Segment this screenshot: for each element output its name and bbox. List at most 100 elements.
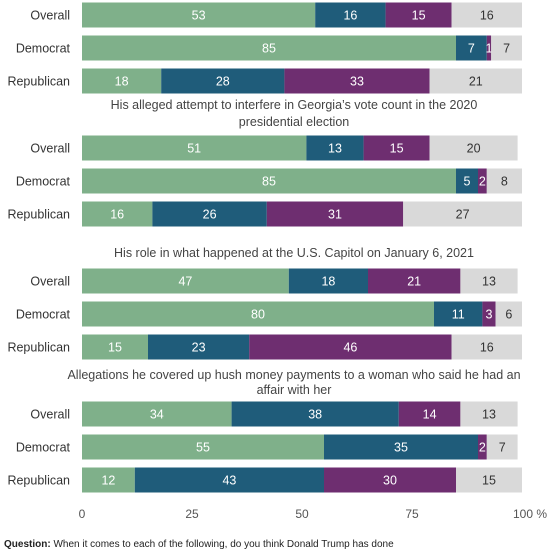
bar-segment: [82, 35, 456, 61]
data-label: 3: [486, 308, 493, 322]
footnote-label: Question:: [4, 539, 51, 550]
bar-segment: [82, 401, 232, 427]
bar-segment: [486, 434, 518, 460]
bar-segment: [403, 201, 522, 227]
data-label: 1: [486, 42, 493, 56]
group-title-line: Allegations he covered up hush money pay…: [67, 368, 520, 382]
bar-segment: [288, 268, 368, 294]
bar-segment: [385, 2, 452, 28]
data-label: 15: [482, 474, 496, 488]
bar-segment: [152, 201, 267, 227]
group-title-line: affair with her: [257, 383, 332, 397]
bar-segment: [456, 467, 522, 493]
bar-segment: [249, 334, 452, 360]
group-title-line: presidential election: [239, 115, 350, 129]
bar-segment: [491, 35, 522, 61]
bar-segment: [82, 68, 162, 94]
bar-segment: [398, 401, 461, 427]
bar-segment: [486, 168, 522, 194]
data-label: 13: [482, 275, 496, 289]
row-label: Overall: [30, 408, 70, 422]
data-label: 26: [203, 208, 217, 222]
bar-segment: [456, 35, 487, 61]
data-label: 15: [390, 142, 404, 156]
footnote-text: When it comes to each of the following, …: [53, 539, 394, 550]
data-label: 16: [110, 208, 124, 222]
bar-segment: [324, 467, 456, 493]
data-label: 33: [350, 75, 364, 89]
footnote: Question: When it comes to each of the f…: [4, 539, 550, 550]
bar-segment: [434, 301, 483, 327]
data-label: 15: [108, 341, 122, 355]
bar-segment: [82, 135, 307, 161]
bar-segment: [460, 401, 518, 427]
bar-segment: [495, 301, 522, 327]
data-label: 35: [394, 441, 408, 455]
data-label: 12: [101, 474, 115, 488]
bar-segment: [82, 2, 316, 28]
data-label: 27: [456, 208, 470, 222]
data-label: 15: [412, 9, 426, 23]
x-tick-label: 75: [405, 507, 419, 521]
bar-segment: [82, 301, 434, 327]
bar-segment: [82, 168, 456, 194]
group-title-line: His role in what happened at the U.S. Ca…: [114, 246, 474, 260]
bar-segment: [363, 135, 430, 161]
data-label: 46: [343, 341, 357, 355]
bar-segment: [429, 135, 518, 161]
data-label: 43: [222, 474, 236, 488]
bar-segment: [324, 434, 478, 460]
row-label: Republican: [7, 208, 70, 222]
x-tick-label: 50: [295, 507, 309, 521]
bar-segment: [82, 201, 153, 227]
bar-segment: [134, 467, 324, 493]
data-label: 53: [192, 9, 206, 23]
bar-segment: [82, 268, 289, 294]
bar-segment: [148, 334, 250, 360]
row-label: Democrat: [16, 441, 71, 455]
bar-segment: [460, 268, 518, 294]
data-label: 55: [196, 441, 210, 455]
data-label: 38: [308, 408, 322, 422]
group-title-line: His alleged attempt to interfere in Geor…: [111, 98, 478, 112]
bar-segment: [478, 434, 487, 460]
bar-segment: [266, 201, 404, 227]
data-label: 7: [468, 42, 475, 56]
row-label: Republican: [7, 75, 70, 89]
data-label: 16: [480, 341, 494, 355]
data-label: 21: [469, 75, 483, 89]
data-label: 47: [178, 275, 192, 289]
data-label: 13: [482, 408, 496, 422]
bar-segment: [82, 434, 324, 460]
data-label: 85: [262, 42, 276, 56]
x-tick-label: 100 %: [513, 507, 547, 521]
data-label: 18: [321, 275, 335, 289]
bar-segment: [82, 467, 135, 493]
row-label: Overall: [30, 275, 70, 289]
data-label: 14: [423, 408, 437, 422]
data-label: 85: [262, 175, 276, 189]
data-label: 7: [503, 42, 510, 56]
data-label: 5: [464, 175, 471, 189]
row-label: Democrat: [16, 175, 71, 189]
data-label: 18: [115, 75, 129, 89]
bar-segment: [82, 334, 148, 360]
data-label: 20: [467, 142, 481, 156]
bar-segment: [161, 68, 285, 94]
bar-segment: [478, 168, 487, 194]
row-label: Overall: [30, 9, 70, 23]
data-label: 6: [505, 308, 512, 322]
row-label: Democrat: [16, 42, 71, 56]
bar-segment: [231, 401, 399, 427]
bar-segment: [284, 68, 430, 94]
data-label: 8: [501, 175, 508, 189]
row-label: Republican: [7, 474, 70, 488]
data-label: 31: [328, 208, 342, 222]
data-label: 2: [479, 175, 486, 189]
bar-segment: [368, 268, 461, 294]
row-label: Democrat: [16, 308, 71, 322]
bar-segment: [486, 35, 492, 61]
bar-segment: [451, 334, 522, 360]
bar-segment: [315, 2, 386, 28]
data-label: 16: [480, 9, 494, 23]
